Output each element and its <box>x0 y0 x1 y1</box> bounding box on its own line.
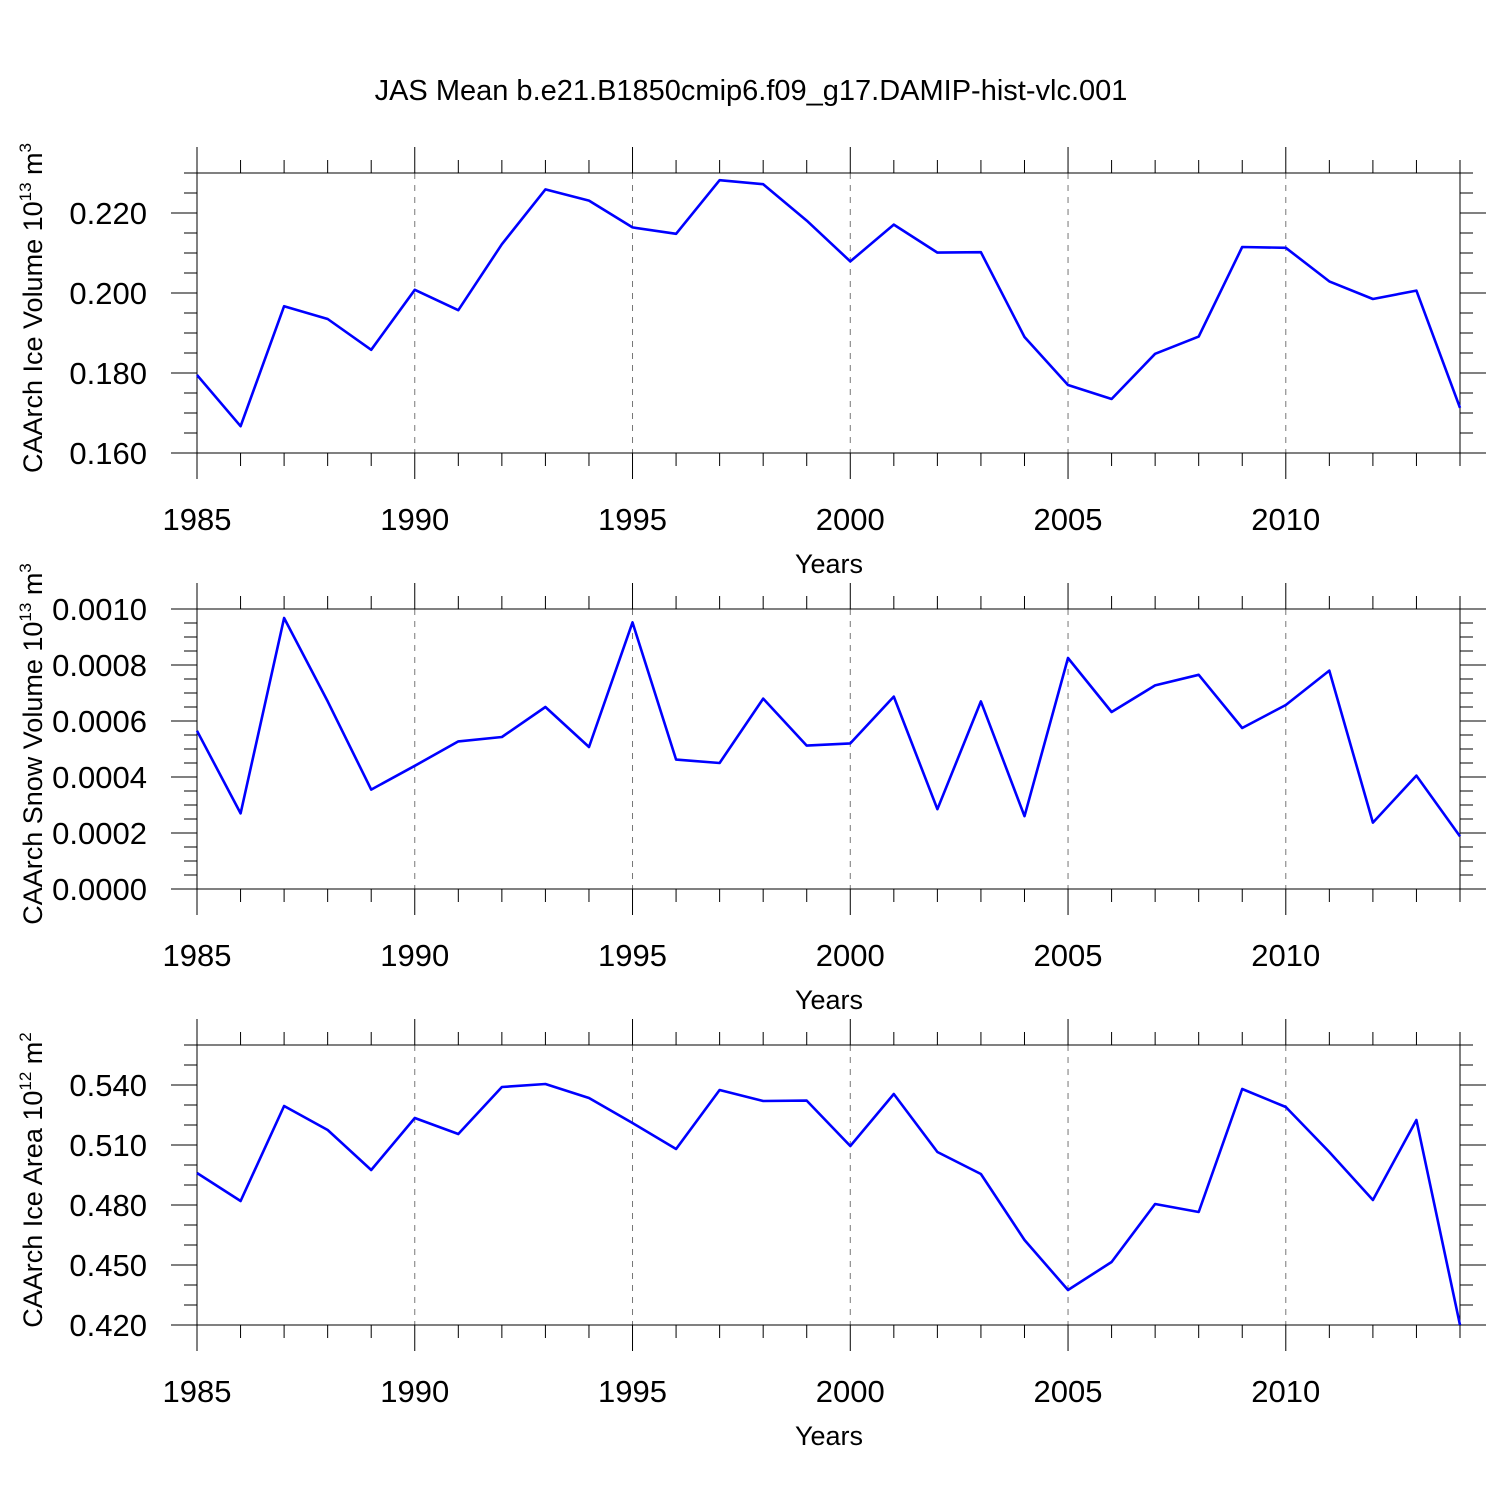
x-tick-label: 2005 <box>1034 938 1103 973</box>
y-tick-label: 0.510 <box>69 1128 147 1163</box>
y-tick-label: 0.0002 <box>52 816 147 851</box>
x-tick-label: 2000 <box>816 1374 885 1409</box>
x-axis-label: Years <box>795 1421 863 1451</box>
chart-panel-1: 0.160 0.180 0.200 0.220 1985 1990 1995 2000 2005… <box>16 143 1486 579</box>
x-tick-label: 2010 <box>1251 502 1320 537</box>
x-tick-label: 1990 <box>380 1374 449 1409</box>
y-axis-label: CAArch Snow Volume 1013 m3 <box>16 563 48 925</box>
chart-panel-2: 0.0000 0.0002 0.0004 0.0006 0.0008 0.0010 1985… <box>16 563 1486 1015</box>
y-tick-label: 0.480 <box>69 1188 147 1223</box>
series-line <box>195 616 1462 838</box>
y-tick-label: 0.0006 <box>52 704 147 739</box>
x-tick-label: 2005 <box>1034 1374 1103 1409</box>
y-tick-label: 0.0004 <box>52 760 147 795</box>
y-axis-label: CAArch Ice Area 1012 m2 <box>16 1032 48 1328</box>
y-tick-label: 0.200 <box>69 276 147 311</box>
series-line <box>196 178 1462 428</box>
y-tick-label: 0.540 <box>69 1068 147 1103</box>
x-tick-label: 2010 <box>1251 1374 1320 1409</box>
y-tick-label: 0.160 <box>69 436 147 471</box>
x-axis-label: Years <box>795 549 863 579</box>
x-tick-label: 2000 <box>816 938 885 973</box>
x-tick-label: 1995 <box>598 502 667 537</box>
x-tick-label: 2010 <box>1251 938 1320 973</box>
x-axis-label: Years <box>795 985 863 1015</box>
x-tick-label: 2005 <box>1034 502 1103 537</box>
y-tick-label: 0.420 <box>69 1308 147 1343</box>
x-tick-label: 1985 <box>163 938 232 973</box>
x-tick-label: 1990 <box>380 502 449 537</box>
y-tick-label: 0.450 <box>69 1248 147 1283</box>
y-tick-label: 0.180 <box>69 356 147 391</box>
y-tick-label: 0.0000 <box>52 872 147 907</box>
x-tick-label: 1985 <box>163 502 232 537</box>
chart-title: JAS Mean b.e21.B1850cmip6.f09_g17.DAMIP-… <box>375 75 1128 107</box>
x-tick-label: 1995 <box>598 938 667 973</box>
y-tick-label: 0.0008 <box>52 648 147 683</box>
y-tick-label: 0.0010 <box>52 592 147 627</box>
chart-panel-3: 0.420 0.450 0.480 0.510 0.540 1985 1990 1995 200… <box>16 1019 1486 1451</box>
x-tick-label: 1995 <box>598 1374 667 1409</box>
y-tick-label: 0.220 <box>69 196 147 231</box>
x-tick-label: 2000 <box>816 502 885 537</box>
y-axis-label: CAArch Ice Volume 1013 m3 <box>16 143 48 473</box>
x-tick-label: 1985 <box>163 1374 232 1409</box>
x-tick-label: 1990 <box>380 938 449 973</box>
series-line <box>196 1082 1462 1326</box>
